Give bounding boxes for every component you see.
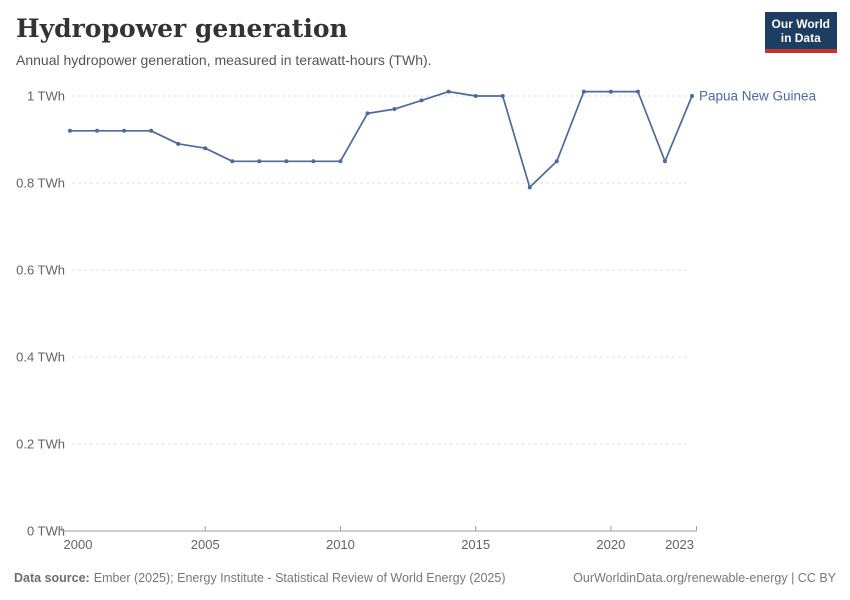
data-point[interactable]	[176, 141, 181, 146]
chart-subtitle: Annual hydropower generation, measured i…	[16, 52, 432, 68]
data-point[interactable]	[527, 185, 532, 190]
data-point[interactable]	[419, 98, 424, 103]
x-axis-tick-label: 2010	[326, 537, 355, 552]
x-axis-tick-label: 2015	[461, 537, 490, 552]
x-axis-tick-label: 2023	[665, 537, 694, 552]
data-point[interactable]	[284, 159, 289, 164]
data-point[interactable]	[95, 128, 100, 133]
series-line-papua-new-guinea[interactable]	[69, 90, 693, 189]
data-point[interactable]	[446, 89, 451, 94]
x-axis-tick-label: 2000	[64, 537, 93, 552]
data-point[interactable]	[338, 159, 343, 164]
data-point[interactable]	[392, 107, 397, 112]
y-axis-tick-label: 0 TWh	[27, 524, 65, 539]
data-point[interactable]	[203, 146, 208, 151]
data-point[interactable]	[257, 159, 262, 164]
data-point[interactable]	[635, 89, 640, 94]
data-point[interactable]	[554, 159, 559, 164]
chart-footer: Data source: Ember (2025); Energy Institu…	[14, 571, 836, 585]
data-point[interactable]	[581, 89, 586, 94]
y-axis-tick-label: 1 TWh	[27, 89, 65, 104]
data-point[interactable]	[149, 128, 154, 133]
owid-logo-line1: Our World	[771, 17, 830, 31]
data-source-label: Data source:	[14, 571, 90, 585]
data-point[interactable]	[122, 128, 127, 133]
data-source: Data source: Ember (2025); Energy Institu…	[14, 571, 505, 585]
y-axis-tick-label: 0.6 TWh	[16, 263, 65, 278]
data-point[interactable]	[690, 94, 694, 98]
x-axis-tick-label: 2005	[191, 537, 220, 552]
data-point[interactable]	[230, 159, 235, 164]
y-axis-tick-label: 0.2 TWh	[16, 437, 65, 452]
data-point[interactable]	[662, 159, 667, 164]
data-point[interactable]	[608, 89, 613, 94]
owid-credit-link[interactable]: OurWorldinData.org/renewable-energy | CC…	[573, 571, 836, 585]
data-point[interactable]	[311, 159, 316, 164]
data-point[interactable]	[500, 94, 505, 98]
owid-logo[interactable]: Our World in Data	[764, 12, 837, 53]
data-point[interactable]	[365, 111, 370, 116]
x-axis-tick-label: 2020	[596, 537, 625, 552]
y-axis-tick-label: 0.8 TWh	[16, 176, 65, 191]
entity-label[interactable]: Papua New Guinea	[699, 89, 817, 104]
data-point[interactable]	[473, 94, 478, 98]
data-source-text: Ember (2025); Energy Institute - Statist…	[93, 571, 506, 585]
data-point[interactable]	[68, 128, 72, 133]
y-axis-tick-label: 0.4 TWh	[16, 350, 65, 365]
page-title: Hydropower generation	[16, 14, 348, 43]
owid-logo-line2: in Data	[780, 31, 821, 45]
